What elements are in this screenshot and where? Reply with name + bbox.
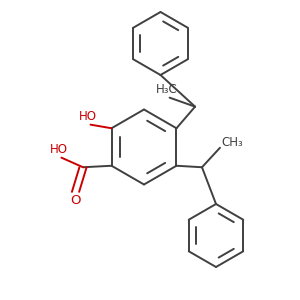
Text: O: O bbox=[70, 194, 81, 207]
Text: H₃C: H₃C bbox=[156, 83, 178, 96]
Text: HO: HO bbox=[50, 143, 68, 156]
Text: CH₃: CH₃ bbox=[222, 136, 244, 149]
Text: HO: HO bbox=[79, 110, 97, 123]
